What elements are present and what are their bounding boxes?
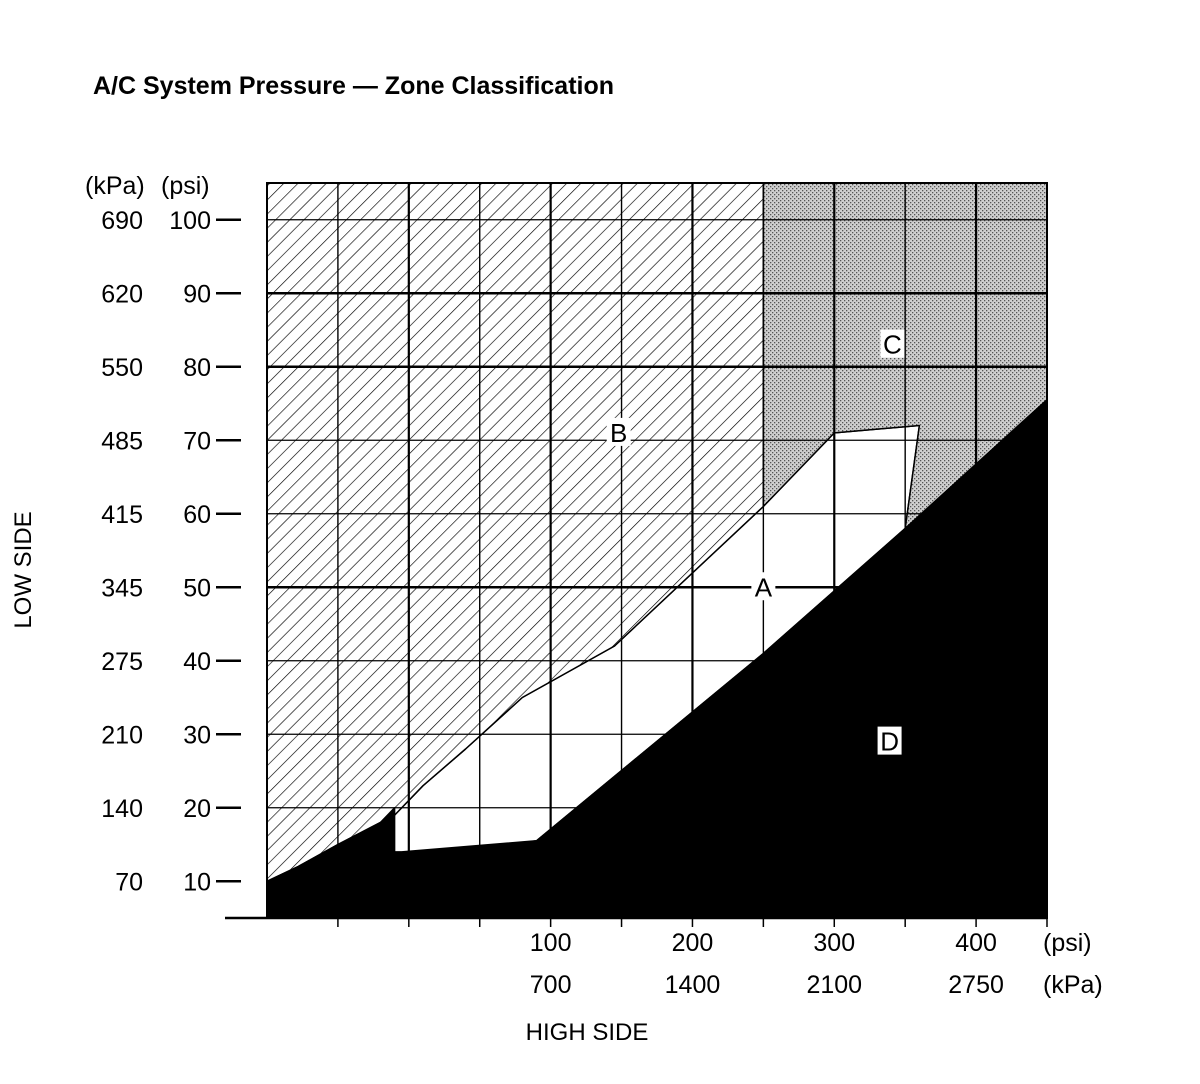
y-tick-label-psi: 30: [183, 721, 211, 749]
y-tick-label-psi: 90: [183, 280, 211, 308]
y-tick-label-kpa: 485: [101, 427, 143, 455]
x-tick-label-kpa: 700: [530, 971, 572, 999]
x-tick-label-psi: 300: [813, 929, 855, 957]
zone-c-label-bg: [880, 329, 905, 358]
y-tick-label-kpa: 550: [101, 354, 143, 382]
y-tick-label-psi: 60: [183, 501, 211, 529]
y-tick-label-kpa: 275: [101, 648, 143, 676]
zone-d-label: D: [880, 727, 899, 757]
x-unit-psi: (psi): [1043, 929, 1092, 957]
y-tick-label-psi: 10: [183, 868, 211, 896]
zone-label-layer: A B C D: [606, 329, 905, 757]
y-tick-label-kpa: 415: [101, 501, 143, 529]
y-tick-label-psi: 70: [183, 427, 211, 455]
zone-c-label: C: [883, 330, 902, 360]
y-tick-label-psi: 100: [169, 207, 211, 235]
y-tick-label-psi: 50: [183, 574, 211, 602]
zone-a-label: A: [755, 572, 773, 602]
y-tick-label-kpa: 690: [101, 207, 143, 235]
zone-b-label-bg: [606, 417, 631, 446]
x-tick-label-psi: 100: [530, 929, 572, 957]
chart-title: A/C System Pressure — Zone Classificatio…: [93, 72, 614, 100]
y-tick-label-psi: 20: [183, 795, 211, 823]
y-tick-label-kpa: 210: [101, 721, 143, 749]
y-tick-label-psi: 40: [183, 648, 211, 676]
zone-b-label: B: [610, 418, 627, 448]
x-axis-title: HIGH SIDE: [526, 1019, 649, 1046]
y-tick-label-kpa: 620: [101, 280, 143, 308]
zone-a-label-bg: [751, 572, 776, 601]
y-axis-title: LOW SIDE: [10, 511, 37, 628]
x-tick-label-kpa: 2750: [948, 971, 1004, 999]
zone-d-label-bg: [877, 726, 902, 755]
y-unit-kpa: (kPa): [85, 172, 145, 200]
grid-layer: [266, 182, 1048, 919]
x-tick-label-psi: 200: [672, 929, 714, 957]
y-tick-label-psi: 80: [183, 354, 211, 382]
y-tick-label-kpa: 70: [115, 868, 143, 896]
y-unit-psi: (psi): [161, 172, 210, 200]
x-unit-kpa: (kPa): [1043, 971, 1103, 999]
x-tick-label-psi: 400: [955, 929, 997, 957]
y-tick-label-kpa: 140: [101, 795, 143, 823]
x-tick-label-kpa: 1400: [665, 971, 721, 999]
axis-layer: 100 700 200 1400 300 2100 400 2750 10 70 20 140 30 21…: [101, 207, 1048, 999]
y-tick-label-kpa: 345: [101, 574, 143, 602]
x-tick-label-kpa: 2100: [806, 971, 862, 999]
